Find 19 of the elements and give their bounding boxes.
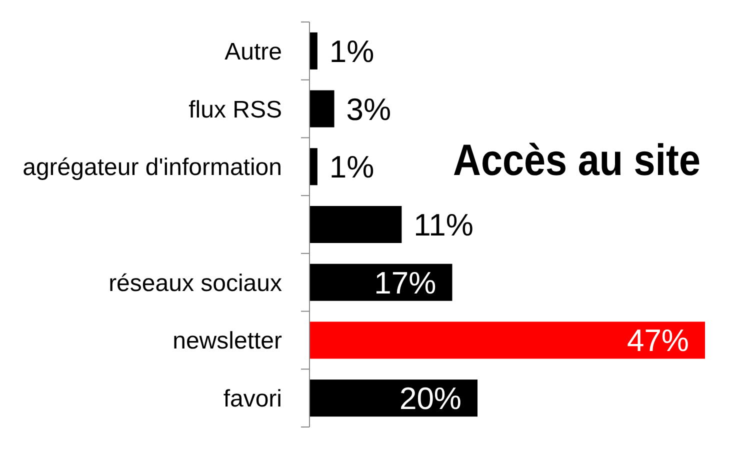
bar [309,264,452,301]
data-label: 17% [374,265,436,300]
data-label: 3% [346,92,392,127]
data-label: 1% [329,34,374,69]
bar [309,322,705,359]
bar [309,380,478,417]
bar [309,206,402,244]
data-label: 20% [399,381,462,416]
y-tick-label: favori [223,386,282,413]
data-label: 47% [626,323,689,358]
y-tick-label: newsletter [172,328,282,355]
y-tick-label: Autre [224,38,282,66]
text: Accès au site [453,134,700,185]
bar [309,90,334,128]
data-label: 11% [414,208,474,242]
data-label: 1% [329,150,374,185]
y-tick-label: réseaux sociaux [108,270,282,297]
y-tick-label: flux RSS [188,96,282,124]
y-tick-label: agrégateur d'information [22,154,282,182]
